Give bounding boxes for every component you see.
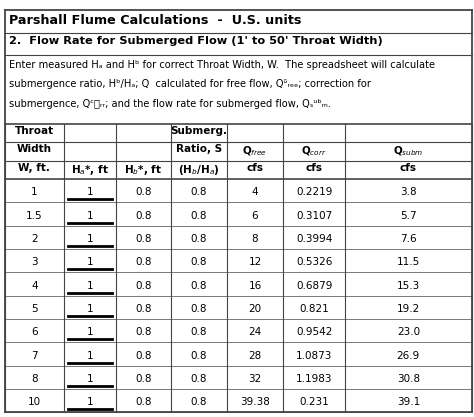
Text: 39.38: 39.38	[240, 397, 270, 407]
Text: 0.9542: 0.9542	[296, 327, 332, 337]
Text: 16: 16	[248, 281, 262, 291]
Text: 19.2: 19.2	[397, 304, 420, 314]
Text: (H$_b$/H$_a$): (H$_b$/H$_a$)	[178, 163, 219, 177]
Text: 0.8: 0.8	[135, 351, 152, 361]
Text: 15.3: 15.3	[397, 281, 420, 291]
Text: 7: 7	[31, 351, 37, 361]
Text: H$_a$*, ft: H$_a$*, ft	[71, 163, 109, 177]
Text: cfs: cfs	[400, 163, 417, 173]
Text: 0.5326: 0.5326	[296, 257, 332, 267]
Text: 4: 4	[31, 281, 37, 291]
Text: 0.8: 0.8	[191, 374, 207, 384]
Text: 1: 1	[87, 234, 93, 244]
Text: 1: 1	[87, 374, 93, 384]
Text: Submerg.: Submerg.	[170, 126, 227, 136]
Text: 1: 1	[87, 327, 93, 337]
Text: 1: 1	[87, 351, 93, 361]
Text: 0.8: 0.8	[191, 234, 207, 244]
Text: 32: 32	[248, 374, 262, 384]
Text: 1: 1	[87, 211, 93, 221]
Text: 28: 28	[248, 351, 262, 361]
Text: 12: 12	[248, 257, 262, 267]
Text: 0.6879: 0.6879	[296, 281, 332, 291]
Text: 0.8: 0.8	[135, 327, 152, 337]
Text: 0.8: 0.8	[191, 397, 207, 407]
Text: 7.6: 7.6	[400, 234, 417, 244]
Text: 0.8: 0.8	[191, 351, 207, 361]
Text: 0.2219: 0.2219	[296, 187, 332, 197]
Text: 0.8: 0.8	[135, 234, 152, 244]
Text: H$_b$*, ft: H$_b$*, ft	[124, 163, 163, 177]
Text: cfs: cfs	[246, 163, 264, 173]
Text: 3: 3	[31, 257, 37, 267]
Text: 0.821: 0.821	[300, 304, 329, 314]
Text: 6: 6	[252, 211, 258, 221]
Text: 0.8: 0.8	[191, 211, 207, 221]
Text: Enter measured Hₐ and Hᵇ for correct Throat Width, W.  The spreadsheet will calc: Enter measured Hₐ and Hᵇ for correct Thr…	[9, 60, 435, 70]
Text: 2: 2	[31, 234, 37, 244]
Text: 8: 8	[252, 234, 258, 244]
Text: 30.8: 30.8	[397, 374, 420, 384]
Text: 39.1: 39.1	[397, 397, 420, 407]
Text: 0.231: 0.231	[300, 397, 329, 407]
Text: Q$_{subm}$: Q$_{subm}$	[393, 144, 424, 158]
Text: 1.0873: 1.0873	[296, 351, 332, 361]
Text: 26.9: 26.9	[397, 351, 420, 361]
Text: 0.8: 0.8	[191, 281, 207, 291]
Text: Width: Width	[17, 144, 52, 154]
Text: Q$_{free}$: Q$_{free}$	[243, 144, 267, 158]
Text: submergence, Qᶜᶒᵣᵣ; and the flow rate for submerged flow, Qₛᵘᵇₘ.: submergence, Qᶜᶒᵣᵣ; and the flow rate fo…	[9, 99, 330, 109]
Text: cfs: cfs	[306, 163, 323, 173]
Text: 24: 24	[248, 327, 262, 337]
Text: Ratio, S: Ratio, S	[175, 144, 222, 154]
Text: 20: 20	[248, 304, 262, 314]
Text: 11.5: 11.5	[397, 257, 420, 267]
Text: 5.7: 5.7	[400, 211, 417, 221]
Text: 2.  Flow Rate for Submerged Flow (1' to 50' Throat Width): 2. Flow Rate for Submerged Flow (1' to 5…	[9, 36, 383, 46]
Text: Q$_{corr}$: Q$_{corr}$	[301, 144, 327, 158]
Text: 0.8: 0.8	[135, 257, 152, 267]
Text: 3.8: 3.8	[400, 187, 417, 197]
Text: 0.8: 0.8	[135, 281, 152, 291]
Text: 10: 10	[28, 397, 41, 407]
Text: Throat: Throat	[15, 126, 54, 136]
Text: 0.8: 0.8	[191, 304, 207, 314]
Text: 0.8: 0.8	[135, 304, 152, 314]
Text: 1: 1	[87, 397, 93, 407]
Text: 1.5: 1.5	[26, 211, 43, 221]
Text: 0.8: 0.8	[135, 211, 152, 221]
Text: 5: 5	[31, 304, 37, 314]
Text: 1: 1	[87, 257, 93, 267]
Text: 0.3994: 0.3994	[296, 234, 332, 244]
Text: 0.3107: 0.3107	[296, 211, 332, 221]
Text: 0.8: 0.8	[135, 374, 152, 384]
Text: Parshall Flume Calculations  -  U.S. units: Parshall Flume Calculations - U.S. units	[9, 14, 301, 27]
Text: W, ft.: W, ft.	[18, 163, 50, 173]
Text: 1.1983: 1.1983	[296, 374, 333, 384]
Text: 8: 8	[31, 374, 37, 384]
Text: 0.8: 0.8	[191, 257, 207, 267]
Text: 1: 1	[87, 187, 93, 197]
Text: 4: 4	[252, 187, 258, 197]
Text: 0.8: 0.8	[135, 187, 152, 197]
Text: 1: 1	[31, 187, 37, 197]
Text: submergence ratio, Hᵇ/Hₐ; Q  calculated for free flow, Qᵟᵣₑₑ; correction for: submergence ratio, Hᵇ/Hₐ; Q calculated f…	[9, 79, 371, 89]
Text: 1: 1	[87, 281, 93, 291]
Text: 0.8: 0.8	[191, 187, 207, 197]
Text: 6: 6	[31, 327, 37, 337]
Text: 0.8: 0.8	[135, 397, 152, 407]
Text: 0.8: 0.8	[191, 327, 207, 337]
Text: 23.0: 23.0	[397, 327, 420, 337]
Text: 1: 1	[87, 304, 93, 314]
